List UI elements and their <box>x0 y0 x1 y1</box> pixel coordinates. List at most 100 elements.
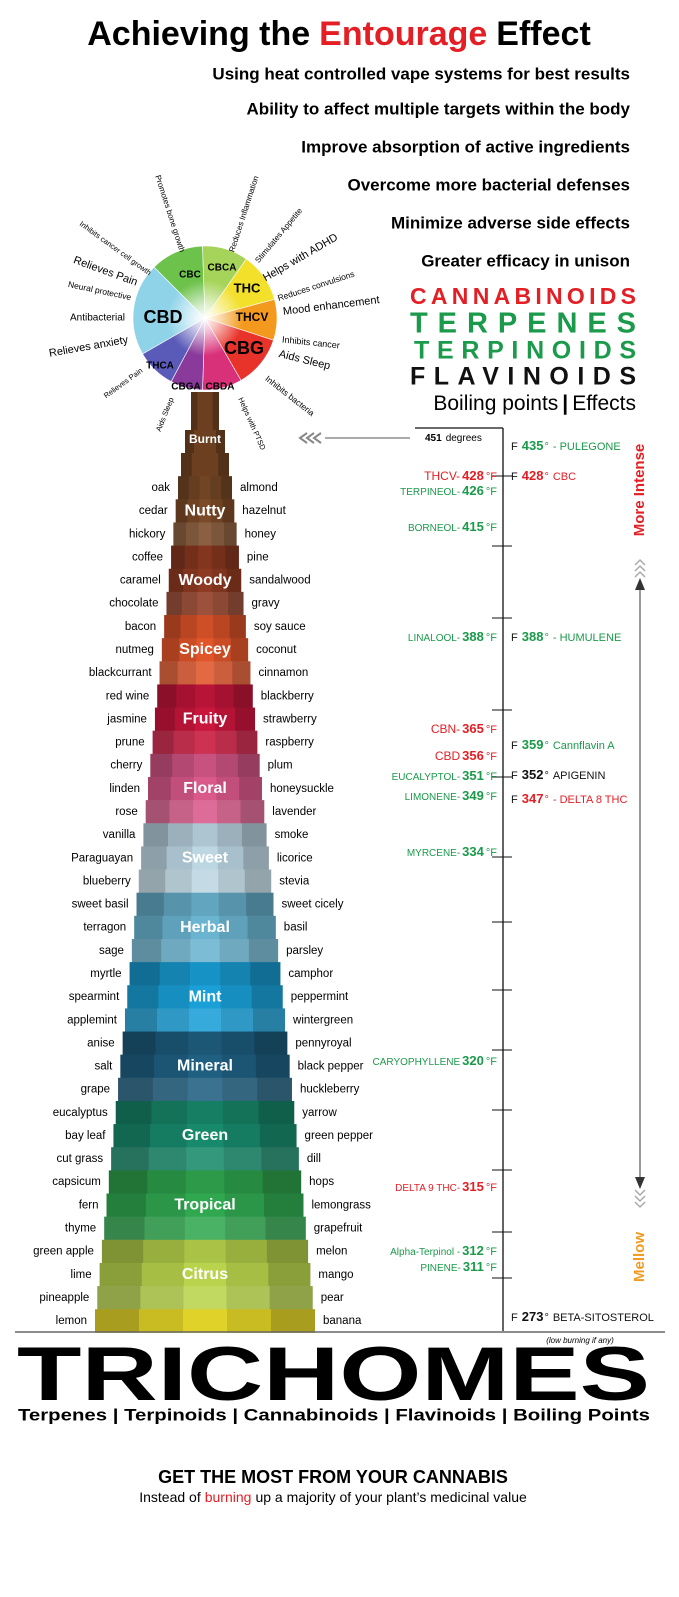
tower-category: Sweet <box>182 849 229 866</box>
compound-left: TERPINEOL- 426 °F <box>400 483 497 498</box>
text-part: 435 <box>522 438 544 453</box>
flavor-right: mango <box>318 1269 353 1281</box>
tower-shade <box>152 1077 188 1102</box>
tower-shade <box>184 545 199 570</box>
wheel-effect: Aids Sleep <box>154 396 176 433</box>
tower-shade <box>221 1031 255 1056</box>
text-part: ° <box>544 441 548 453</box>
tower-row <box>159 661 251 685</box>
tower-shade <box>162 915 191 940</box>
compound-right: F 347° - DELTA 8 THC <box>511 791 627 806</box>
tower-shade <box>250 962 281 986</box>
tower-shade <box>222 1100 259 1125</box>
tower-shade <box>211 522 224 547</box>
tower-category: Spicey <box>179 641 231 658</box>
text-part: CBN- <box>431 722 460 736</box>
tower-shade <box>221 476 232 500</box>
tower-row <box>104 1216 306 1241</box>
tower-shade <box>210 499 223 523</box>
text-part: Boiling points <box>433 392 558 415</box>
tower-shade <box>191 392 198 430</box>
compound-left: CBN- 365 °F <box>431 721 497 736</box>
tower-shade <box>230 638 249 662</box>
tower-shade <box>258 1100 295 1125</box>
tower-shade <box>218 892 247 917</box>
tower-shade <box>218 453 229 477</box>
tower-shade <box>113 1124 151 1148</box>
tower-tint <box>150 753 260 778</box>
wheel-effect: Inhibits bacteria <box>263 373 316 418</box>
flavor-left: bacon <box>125 621 156 633</box>
flavor-right: green pepper <box>305 1130 374 1142</box>
tower-shade <box>129 962 160 986</box>
text-part: EUCALYPTOL- <box>392 772 461 783</box>
tower-shade <box>148 1147 187 1171</box>
tower-row <box>168 568 242 593</box>
flavor-right: wintergreen <box>292 1014 353 1026</box>
tower-shade <box>216 777 240 801</box>
text-part: - PULEGONE <box>553 441 621 453</box>
tower-shade <box>225 545 239 570</box>
flavor-right: plum <box>268 760 293 772</box>
tower-shade <box>170 777 194 801</box>
tower-shade <box>224 1170 263 1194</box>
text-part: ° <box>544 794 548 806</box>
text-part: - HUMULENE <box>553 632 621 644</box>
flavor-left: prune <box>115 737 144 749</box>
flavor-left: Paraguayan <box>71 852 133 864</box>
compound-right: F 435° - PULEGONE <box>511 438 621 453</box>
wheel-label: CBCA <box>208 263 237 274</box>
flavor-left: linden <box>109 783 140 795</box>
flavor-right: pear <box>321 1292 344 1304</box>
tower-row <box>120 1054 290 1079</box>
tower-shade <box>122 1031 156 1056</box>
tower-shade <box>271 1309 315 1333</box>
tower-shade <box>215 730 237 755</box>
legend-boiling-effects: Boiling points | Effects <box>433 392 636 415</box>
tower-shade <box>136 892 164 917</box>
legend-flavinoids: FLAVINOIDS <box>410 363 636 391</box>
tower-shade <box>214 684 234 709</box>
tower-row <box>148 777 262 801</box>
tower-tint <box>164 615 246 639</box>
footer-subtitle: Terpenes | Terpinoids | Cannabinoids | F… <box>18 1406 650 1424</box>
compound-left: THCV- 428 °F <box>424 468 497 483</box>
flavor-right: yarrow <box>302 1107 337 1119</box>
tower-shade <box>262 1170 302 1194</box>
tower-shade <box>108 1170 148 1194</box>
tower-shade <box>180 615 197 639</box>
tower-shade <box>227 1309 271 1333</box>
flavor-right: soy sauce <box>254 621 306 633</box>
tower-shade <box>185 430 194 453</box>
tower-shade <box>220 962 251 986</box>
tower-row <box>173 522 237 547</box>
tower-shade <box>97 1286 141 1310</box>
tower-shade <box>236 730 258 755</box>
tower-shade <box>171 545 185 570</box>
text-part: 334 <box>462 844 484 859</box>
tower-tint <box>95 1309 315 1333</box>
text-part: ° <box>544 471 548 483</box>
title: Achieving the Entourage Effect <box>87 15 591 53</box>
tower-row <box>143 823 267 847</box>
text-part: 365 <box>462 721 484 736</box>
tower-shade <box>223 522 237 547</box>
tower-shade <box>145 1193 186 1218</box>
text-part: 347 <box>522 791 544 806</box>
flavor-right: licorice <box>277 852 313 864</box>
tower-tint <box>111 1147 299 1171</box>
tower-shade <box>254 1031 288 1056</box>
tower-shade <box>225 1216 266 1241</box>
compound-left: MYRCENE- 334 °F <box>407 844 497 859</box>
tower-category: Green <box>182 1127 228 1144</box>
tower-shade <box>161 638 180 662</box>
tower-tint <box>122 1031 288 1056</box>
text-part: °F <box>486 1182 497 1194</box>
text-part: TERPINEOL- <box>400 487 460 498</box>
text-part: Instead of <box>139 1489 201 1505</box>
wheel-label: CBD <box>144 307 183 327</box>
compound-left: LIMONENE- 349 °F <box>405 788 498 803</box>
tower-tint <box>157 684 253 709</box>
tower-shade <box>173 522 187 547</box>
